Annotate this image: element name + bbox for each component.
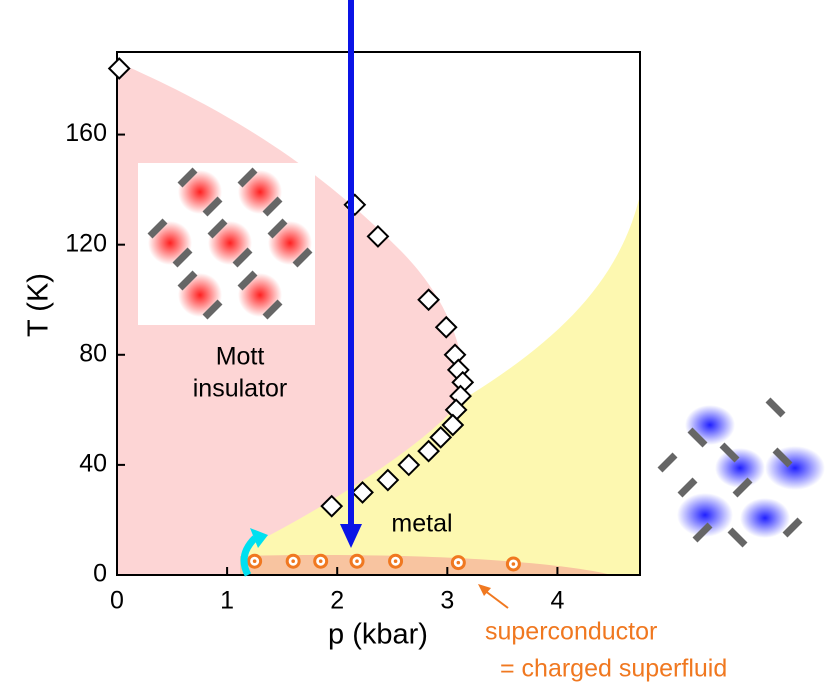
y-tick-label: 120 xyxy=(65,229,107,257)
annotation: = charged superfluid xyxy=(500,655,727,683)
y-tick-label: 0 xyxy=(93,560,107,588)
blue-arrow-head xyxy=(340,524,362,548)
cyan-arrow-head xyxy=(250,528,268,548)
x-tick-label: 1 xyxy=(220,587,234,615)
x-tick-label: 0 xyxy=(110,587,124,615)
diamond-point xyxy=(417,439,441,463)
diamond-point xyxy=(320,494,344,518)
annotation: metal xyxy=(391,510,452,538)
y-tick-label: 40 xyxy=(79,450,107,478)
annotation: superconductor xyxy=(485,618,657,646)
circle-point-center xyxy=(291,559,295,564)
x-tick-label: 3 xyxy=(440,587,454,615)
cyan-arrow xyxy=(240,535,258,577)
diamond-point xyxy=(376,468,400,492)
diamond-point xyxy=(434,315,458,339)
x-axis-label: p (kbar) xyxy=(328,619,428,651)
metal-lattice xyxy=(657,397,825,548)
diamond-point xyxy=(397,453,421,477)
diamond-point xyxy=(107,57,131,80)
diamond-point xyxy=(429,425,453,449)
circle-point-center xyxy=(456,560,461,565)
superconductor-region xyxy=(240,554,612,575)
y-tick-label: 160 xyxy=(65,119,107,147)
diamond-point xyxy=(351,481,374,504)
circle-point-center xyxy=(511,562,516,566)
orange-arrow-head xyxy=(478,584,491,596)
circle-point-center xyxy=(393,559,398,564)
y-axis-label: T (K) xyxy=(23,273,55,337)
circle-point-center xyxy=(318,559,323,564)
circle-point-center xyxy=(252,559,257,564)
x-tick-label: 2 xyxy=(330,587,344,615)
annotation: Mott xyxy=(216,343,265,371)
diamond-point xyxy=(441,413,465,437)
mott-lattice xyxy=(138,163,315,325)
y-tick-label: 80 xyxy=(79,339,107,367)
diamond-point xyxy=(366,225,390,248)
metal-region xyxy=(240,195,640,575)
annotation: insulator xyxy=(193,375,288,403)
orange-arrow xyxy=(483,589,509,609)
circle-point-center xyxy=(355,559,359,564)
diamond-point xyxy=(417,288,441,312)
plot-frame xyxy=(116,51,641,576)
x-tick-label: 4 xyxy=(550,587,564,615)
